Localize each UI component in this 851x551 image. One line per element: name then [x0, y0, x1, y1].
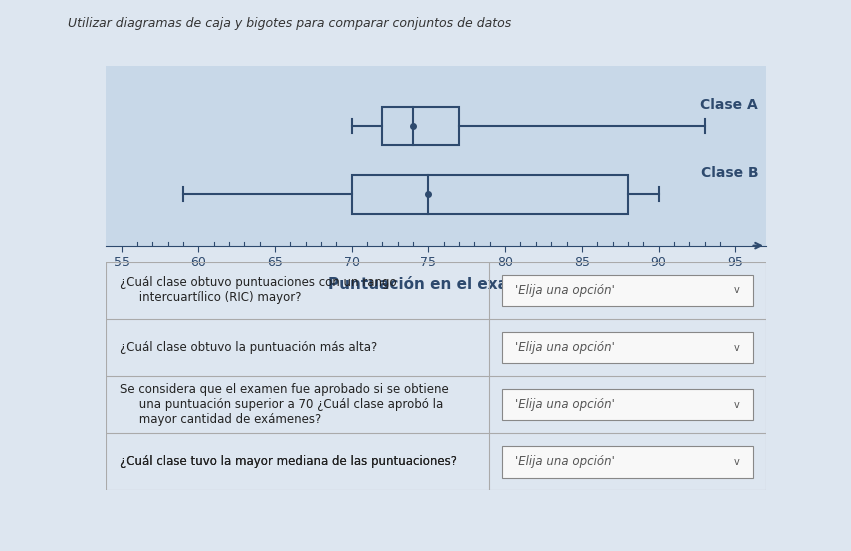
- Text: v: v: [734, 343, 740, 353]
- Text: v: v: [734, 399, 740, 410]
- Bar: [502, 389, 752, 420]
- Bar: [382, 107, 460, 145]
- Text: Clase A: Clase A: [700, 98, 758, 112]
- Bar: [502, 332, 752, 363]
- Text: v: v: [734, 457, 740, 467]
- Text: 'Elija una opción': 'Elija una opción': [515, 455, 615, 468]
- Text: ¿Cuál clase obtuvo puntuaciones con un rango
     intercuartílico (RIC) mayor?: ¿Cuál clase obtuvo puntuaciones con un r…: [119, 277, 397, 305]
- Text: 'Elija una opción': 'Elija una opción': [515, 341, 615, 354]
- Text: 'Elija una opción': 'Elija una opción': [515, 284, 615, 297]
- Text: Utilizar diagramas de caja y bigotes para comparar conjuntos de datos: Utilizar diagramas de caja y bigotes par…: [68, 17, 511, 30]
- Text: 'Elija una opción': 'Elija una opción': [515, 398, 615, 411]
- Bar: [502, 446, 752, 478]
- Text: Clase B: Clase B: [700, 166, 758, 180]
- Text: Se considera que el examen fue aprobado si se obtiene
     una puntuación superi: Se considera que el examen fue aprobado …: [119, 383, 448, 426]
- Text: v: v: [734, 285, 740, 295]
- Text: ¿Cuál clase obtuvo la puntuación más alta?: ¿Cuál clase obtuvo la puntuación más alt…: [119, 341, 377, 354]
- Bar: [351, 175, 628, 214]
- X-axis label: Puntuación en el examen: Puntuación en el examen: [328, 277, 545, 293]
- Bar: [502, 275, 752, 306]
- Text: ¿Cuál clase tuvo la mayor mediana de las puntuaciones?: ¿Cuál clase tuvo la mayor mediana de las…: [119, 455, 457, 468]
- Text: ¿Cuál clase tuvo la mayor mediana de las puntuaciones?: ¿Cuál clase tuvo la mayor mediana de las…: [119, 455, 457, 468]
